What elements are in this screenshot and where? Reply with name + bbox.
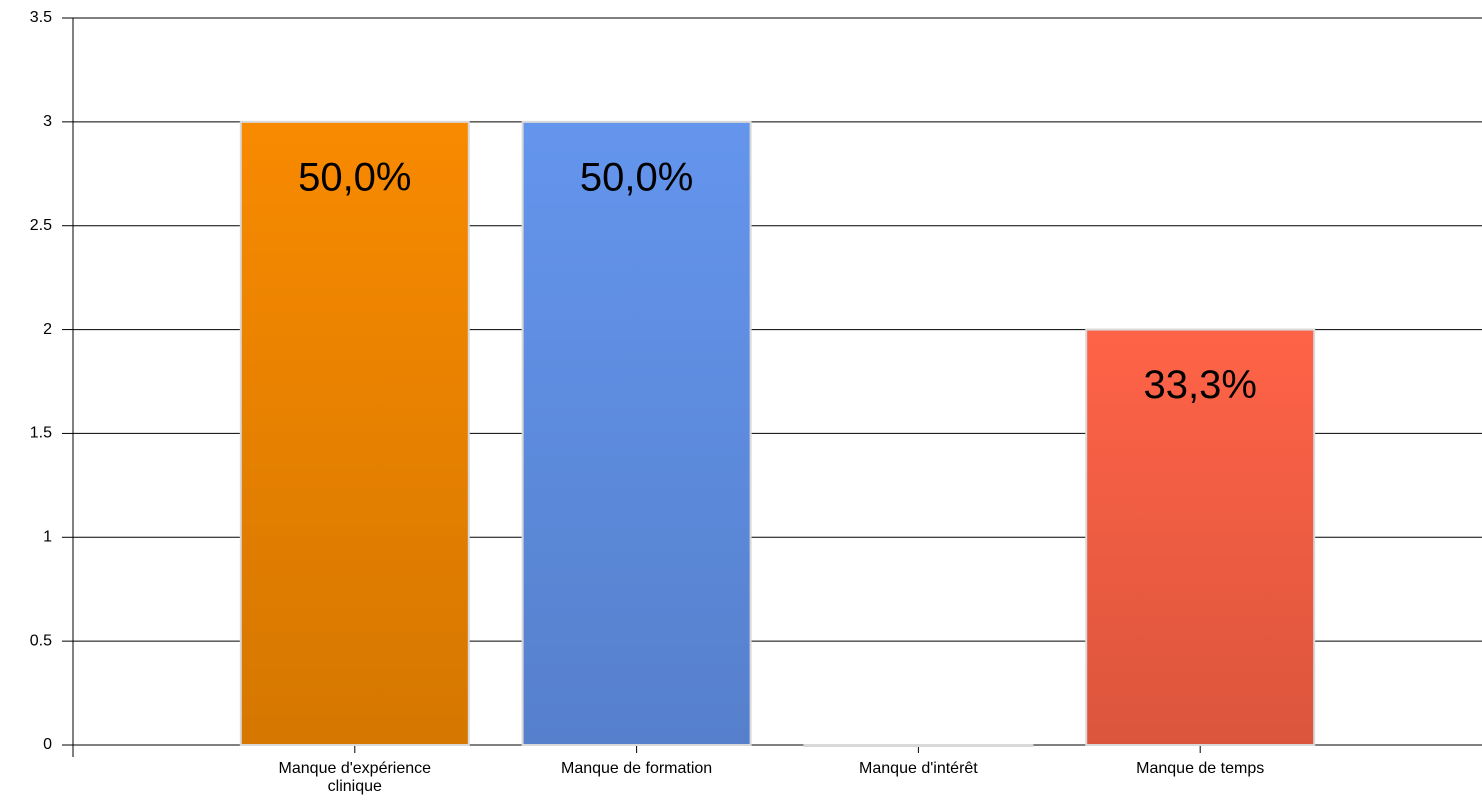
x-tick-label: Manque de formation (560, 760, 713, 777)
y-tick-label: 0 (43, 736, 52, 753)
data-label: 50,0% (580, 155, 693, 199)
y-tick-label: 1.5 (30, 425, 52, 442)
y-tick-label: 3.5 (30, 9, 52, 26)
x-tick-label: Manque d'expérience clinique (278, 760, 432, 795)
bar (1085, 328, 1316, 746)
y-tick-label: 0.5 (30, 632, 52, 649)
y-tick-label: 3 (43, 113, 52, 130)
y-tick-label: 1 (43, 529, 52, 546)
y-tick-label: 2.5 (30, 217, 52, 234)
data-label: 33,3% (1143, 363, 1256, 407)
bar (521, 120, 752, 747)
data-label: 50,0% (298, 155, 411, 199)
y-tick-label: 2 (43, 321, 52, 338)
bar (239, 120, 470, 747)
bar (803, 744, 1034, 747)
x-tick-label: Manque d'intérêt (859, 760, 978, 777)
x-tick-label: Manque de temps (1136, 760, 1265, 777)
